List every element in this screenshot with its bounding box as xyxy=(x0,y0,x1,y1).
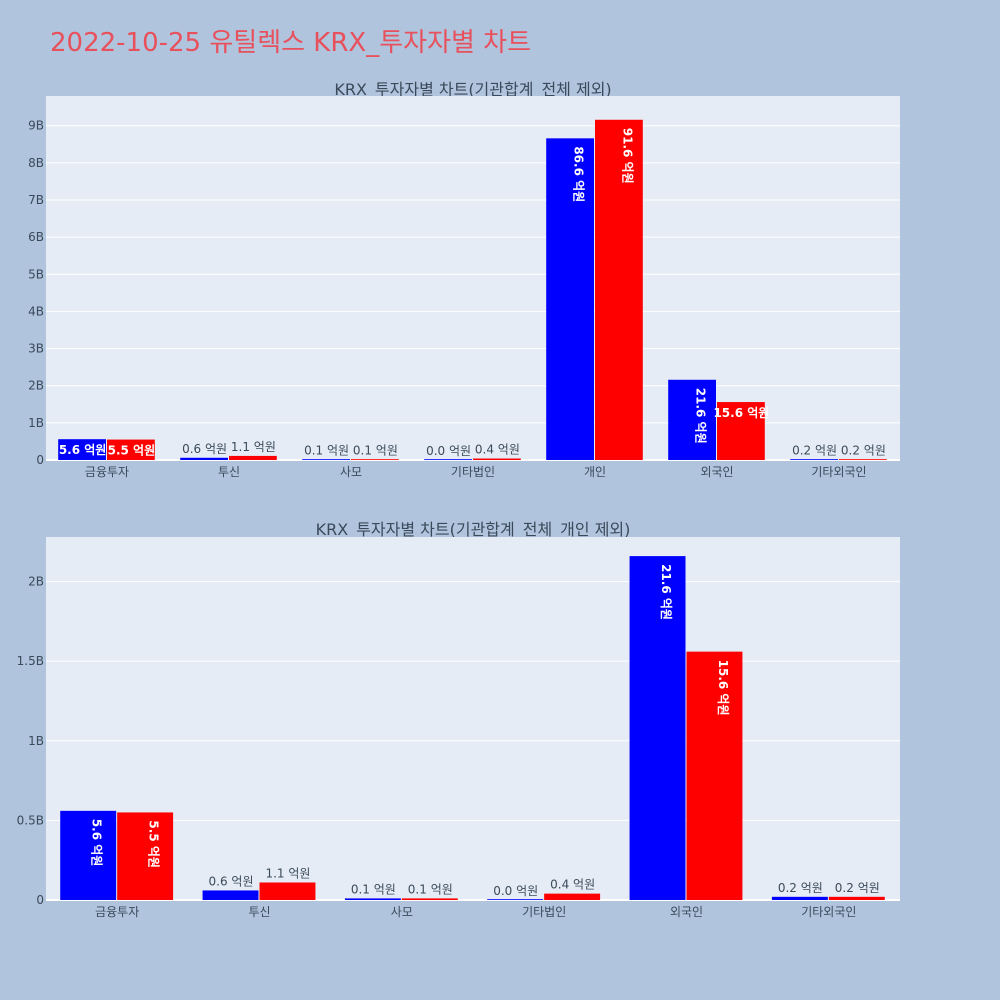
x-tick-label: 외국인 xyxy=(670,905,703,919)
bar xyxy=(544,893,601,900)
y-tick-label: 8B xyxy=(28,156,44,170)
data-label: 0.2 억원 xyxy=(792,443,837,457)
bar xyxy=(351,459,399,460)
data-label: 15.6 억원 xyxy=(713,406,769,420)
bar xyxy=(401,898,458,900)
x-tick-label: 사모 xyxy=(391,905,413,919)
bar xyxy=(771,896,828,900)
y-tick-label: 6B xyxy=(28,230,44,244)
x-tick-label: 투신 xyxy=(218,465,240,479)
bar xyxy=(117,812,174,900)
y-tick-label: 0 xyxy=(36,453,44,467)
y-tick-label: 0.5B xyxy=(17,813,44,827)
bar xyxy=(202,890,259,900)
y-tick-label: 0 xyxy=(36,893,44,907)
data-label: 0.2 억원 xyxy=(841,443,886,457)
bar xyxy=(424,459,472,460)
data-label: 0.2 억원 xyxy=(778,881,823,895)
bar xyxy=(60,810,117,900)
data-label: 5.6 억원 xyxy=(90,819,104,867)
data-label: 5.5 억원 xyxy=(108,444,156,458)
data-label: 15.6 억원 xyxy=(716,660,730,716)
x-tick-label: 금융투자 xyxy=(85,465,129,479)
chart-top: KRX_투자자별 차트(기관합계_전체 제외) 0 1B 2B 3B 4B 5B 6B 7B 8B… xyxy=(28,80,900,479)
bar xyxy=(546,138,594,461)
data-label: 1.1 억원 xyxy=(231,440,276,454)
x-tick-label: 외국인 xyxy=(700,465,733,479)
y-tick-label: 9B xyxy=(28,119,44,133)
bar xyxy=(473,458,521,460)
y-tick-label: 3B xyxy=(28,342,44,356)
bar xyxy=(302,459,350,460)
data-label: 5.6 억원 xyxy=(59,443,107,457)
page-title: 2022-10-25 유틸렉스 KRX_투자자별 차트 xyxy=(50,28,532,58)
bar xyxy=(686,651,743,900)
y-tick-label: 1B xyxy=(28,734,44,748)
bar xyxy=(668,379,716,460)
data-label: 0.0 억원 xyxy=(493,884,538,898)
bar xyxy=(107,439,155,460)
y-tick-label: 1B xyxy=(28,416,44,430)
data-label: 0.6 억원 xyxy=(209,874,254,888)
bar xyxy=(58,439,106,460)
data-label: 91.6 억원 xyxy=(620,128,634,184)
chart-title: KRX_투자자별 차트(기관합계_전체 제외) xyxy=(334,80,611,100)
data-label: 5.5 억원 xyxy=(147,820,161,868)
x-tick-label: 기타외국인 xyxy=(801,905,856,919)
data-label: 21.6 억원 xyxy=(694,388,708,444)
y-tick-label: 2B xyxy=(28,379,44,393)
data-label: 0.1 억원 xyxy=(351,882,396,896)
bar xyxy=(717,402,765,460)
bar xyxy=(487,899,544,900)
data-label: 0.4 억원 xyxy=(550,878,595,892)
data-label: 0.0 억원 xyxy=(426,444,471,458)
x-tick-label: 기타법인 xyxy=(522,905,566,919)
bar xyxy=(595,119,643,461)
y-tick-label: 4B xyxy=(28,304,44,318)
chart-title: KRX_투자자별 차트(기관합계_전체_개인 제외) xyxy=(316,520,631,540)
plot-area xyxy=(46,537,900,900)
x-tick-label: 개인 xyxy=(584,465,606,479)
y-tick-label: 1.5B xyxy=(17,654,44,668)
x-tick-label: 기타법인 xyxy=(451,465,495,479)
data-label: 0.1 억원 xyxy=(353,444,398,458)
x-tick-label: 금융투자 xyxy=(95,905,139,919)
data-label: 0.1 억원 xyxy=(304,444,349,458)
y-tick-label: 2B xyxy=(28,575,44,589)
bar xyxy=(229,455,277,460)
data-label: 0.6 억원 xyxy=(182,442,227,456)
plot-area xyxy=(46,96,900,460)
bar xyxy=(839,459,887,460)
y-tick-label: 5B xyxy=(28,267,44,281)
x-tick-label: 기타외국인 xyxy=(811,465,866,479)
data-label: 1.1 억원 xyxy=(265,866,310,880)
y-tick-label: 7B xyxy=(28,193,44,207)
bar xyxy=(629,556,686,900)
data-label: 21.6 억원 xyxy=(659,564,673,620)
bar xyxy=(259,882,316,900)
bar xyxy=(180,457,228,460)
data-label: 0.4 억원 xyxy=(475,443,520,457)
data-label: 0.1 억원 xyxy=(408,882,453,896)
x-tick-label: 투신 xyxy=(248,905,270,919)
data-label: 86.6 억원 xyxy=(572,146,586,202)
bar xyxy=(828,896,885,900)
bar xyxy=(790,459,838,460)
bar xyxy=(344,898,401,900)
x-tick-label: 사모 xyxy=(340,465,362,479)
data-label: 0.2 억원 xyxy=(835,881,880,895)
